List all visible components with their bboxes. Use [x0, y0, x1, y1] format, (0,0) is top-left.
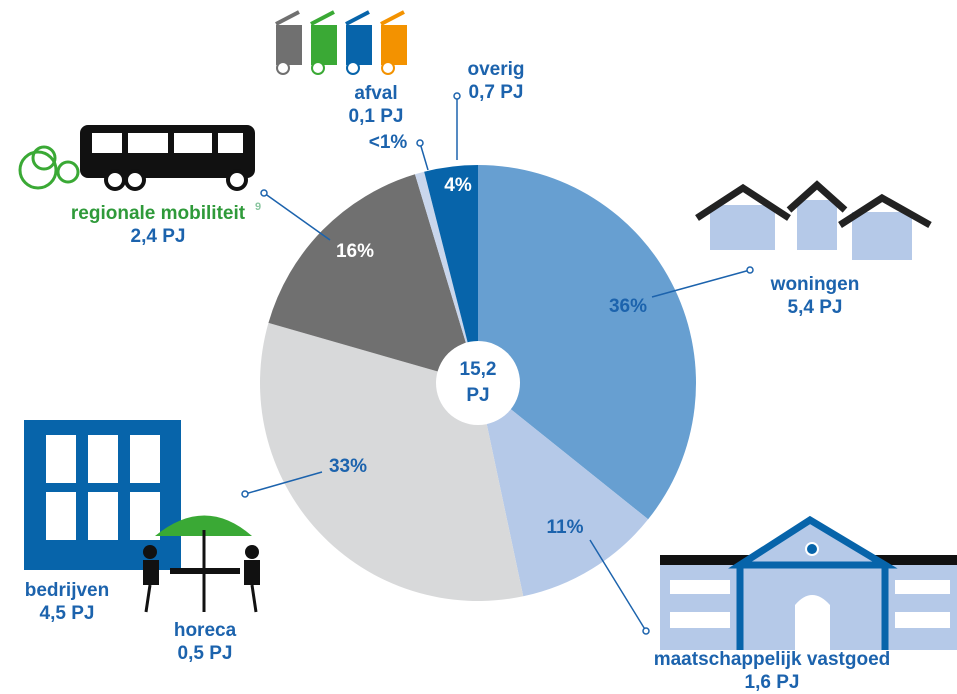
pie-slice — [414, 171, 478, 383]
waste-bins — [275, 10, 407, 75]
leader-line — [589, 539, 647, 632]
callout-amount: 4,5 PJ — [40, 603, 95, 624]
building-icon — [660, 515, 957, 650]
center-hole — [436, 341, 520, 425]
leader-dot — [260, 189, 268, 197]
cafe-icon — [143, 515, 260, 613]
total-unit: PJ — [466, 385, 489, 406]
pie: 15,2 PJ — [259, 165, 696, 601]
pie-slice — [478, 165, 696, 520]
office-icon — [24, 420, 181, 570]
value-label: 4% — [444, 175, 472, 196]
icons — [18, 10, 957, 650]
amount-label: 0,1 PJ — [349, 106, 404, 127]
footnote-marker: 9 — [255, 201, 261, 213]
category-label: afval — [354, 83, 397, 104]
category-label: regionale mobiliteit — [71, 203, 246, 224]
leader-line — [244, 471, 323, 495]
amount-label: 0,7 PJ — [469, 82, 524, 103]
leader-line — [419, 142, 429, 171]
bus-icon — [18, 125, 255, 191]
value-label: 16% — [336, 241, 374, 262]
leader-dot — [416, 139, 424, 147]
total-value: 15,2 — [460, 359, 497, 380]
amount-label: 5,4 PJ — [788, 297, 843, 318]
callout-amount: 0,5 PJ — [178, 643, 233, 664]
value-label: 11% — [547, 517, 584, 538]
value-label: <1% — [369, 132, 408, 153]
leader-line — [651, 269, 751, 298]
category-label: overig — [467, 59, 524, 80]
pie-slice — [424, 165, 478, 383]
leader-dot — [642, 627, 650, 635]
leader-dot — [746, 266, 754, 274]
callout-name: horeca — [174, 620, 237, 641]
pie-slice — [268, 174, 478, 383]
category-label: woningen — [770, 274, 860, 295]
category-label: maatschappelijk vastgoed — [654, 649, 891, 670]
houses-icon — [695, 180, 932, 260]
value-label: 33% — [329, 456, 367, 477]
amount-label: 1,6 PJ — [745, 672, 800, 693]
leader-dot — [453, 92, 461, 100]
amount-label: 2,4 PJ — [131, 226, 186, 247]
callout-name: bedrijven — [25, 580, 109, 601]
leader-line — [263, 192, 331, 241]
pie-slice — [478, 383, 649, 597]
value-label: 36% — [609, 296, 647, 317]
leader-dot — [241, 490, 249, 498]
